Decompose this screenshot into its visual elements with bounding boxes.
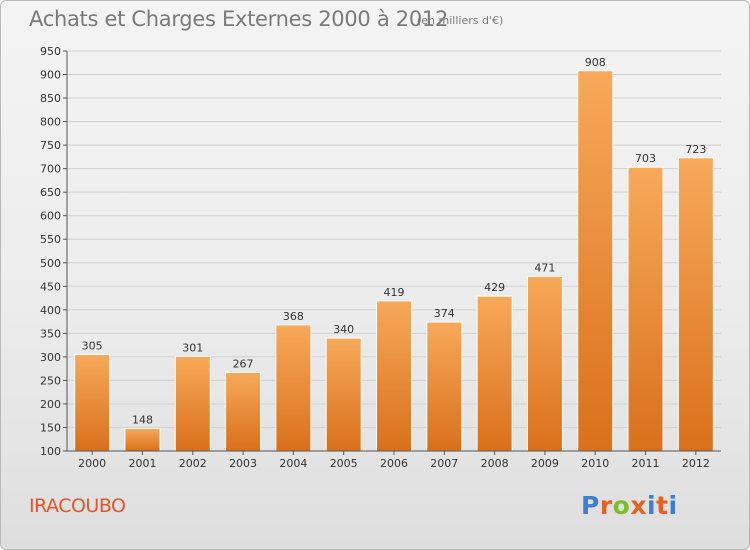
y-tick-label: 450 — [40, 280, 61, 293]
data-label-2000: 305 — [82, 340, 103, 353]
data-label-2001: 148 — [132, 413, 153, 426]
bar-2002 — [174, 355, 211, 452]
bar-2001 — [124, 427, 161, 452]
x-tick-label: 2004 — [279, 457, 307, 470]
logo-letter: x — [630, 491, 647, 520]
data-label-2009: 471 — [534, 261, 555, 274]
data-label-2004: 368 — [283, 310, 304, 323]
y-tick-label: 650 — [40, 186, 61, 199]
axes: 100 150 200 250 300 350 400 450 500 550 600 650 700 7… — [40, 45, 721, 470]
x-tick-label: 2002 — [179, 457, 207, 470]
bar-2000 — [74, 354, 111, 452]
logo-letter: r — [599, 491, 613, 520]
y-tick-label: 500 — [40, 257, 61, 270]
x-tick-label: 2006 — [380, 457, 408, 470]
y-tick-label: 400 — [40, 304, 61, 317]
data-label-2008: 429 — [484, 281, 505, 294]
y-tick-label: 550 — [40, 233, 61, 246]
x-tick-label: 2005 — [330, 457, 358, 470]
y-tick-label: 250 — [40, 374, 61, 387]
bar-2011 — [627, 166, 664, 452]
bars: 305 148 301 267 368 340 419 374 429 471 908 703 723 — [74, 56, 714, 452]
logo-letter: o — [612, 491, 631, 520]
bar-2006 — [376, 300, 412, 452]
data-label-2003: 267 — [233, 357, 254, 370]
y-tick-label: 750 — [40, 139, 61, 152]
bar-2010 — [577, 70, 614, 452]
x-tick-label: 2010 — [581, 457, 609, 470]
y-tick-label: 150 — [40, 421, 61, 434]
bar-2003 — [225, 371, 262, 452]
logo-letter: t — [656, 491, 669, 520]
logo-letter: P — [581, 491, 600, 520]
data-label-2007: 374 — [434, 307, 455, 320]
x-tick-label: 2007 — [430, 457, 458, 470]
bar-2008 — [476, 295, 513, 452]
data-label-2006: 419 — [384, 286, 405, 299]
proxiti-logo: Proxiti — [581, 491, 678, 520]
bar-2012 — [677, 157, 714, 452]
bar-2007 — [426, 321, 463, 452]
chart-title: Achats et Charges Externes 2000 à 2012 — [29, 7, 449, 31]
bar-2009 — [526, 275, 563, 452]
y-tick-label: 200 — [40, 398, 61, 411]
logo-letter: i — [668, 491, 678, 520]
y-tick-label: 950 — [40, 45, 61, 58]
x-tick-label: 2008 — [481, 457, 509, 470]
x-tick-label: 2009 — [531, 457, 559, 470]
bar-2005 — [325, 337, 362, 452]
x-tick-label: 2011 — [632, 457, 660, 470]
commune-name: IRACOUBO — [29, 495, 126, 517]
x-tick-label: 2001 — [128, 457, 156, 470]
y-tick-label: 850 — [40, 92, 61, 105]
y-tick-label: 800 — [40, 116, 61, 129]
x-tick-label: 2012 — [682, 457, 710, 470]
x-tick-label: 2003 — [229, 457, 257, 470]
data-label-2012: 723 — [685, 143, 706, 156]
y-tick-label: 100 — [40, 445, 61, 458]
data-label-2002: 301 — [182, 341, 203, 354]
chart-unit: (en milliers d'€) — [417, 14, 504, 27]
x-tick-label: 2000 — [78, 457, 106, 470]
data-label-2010: 908 — [585, 56, 606, 69]
y-tick-label: 900 — [40, 69, 61, 82]
logo-letter: i — [647, 491, 657, 520]
y-tick-label: 350 — [40, 327, 61, 340]
data-label-2005: 340 — [333, 323, 354, 336]
y-tick-label: 700 — [40, 163, 61, 176]
data-label-2011: 703 — [635, 152, 656, 165]
y-tick-label: 600 — [40, 210, 61, 223]
y-tick-label: 300 — [40, 351, 61, 364]
bar-2004 — [275, 324, 312, 452]
